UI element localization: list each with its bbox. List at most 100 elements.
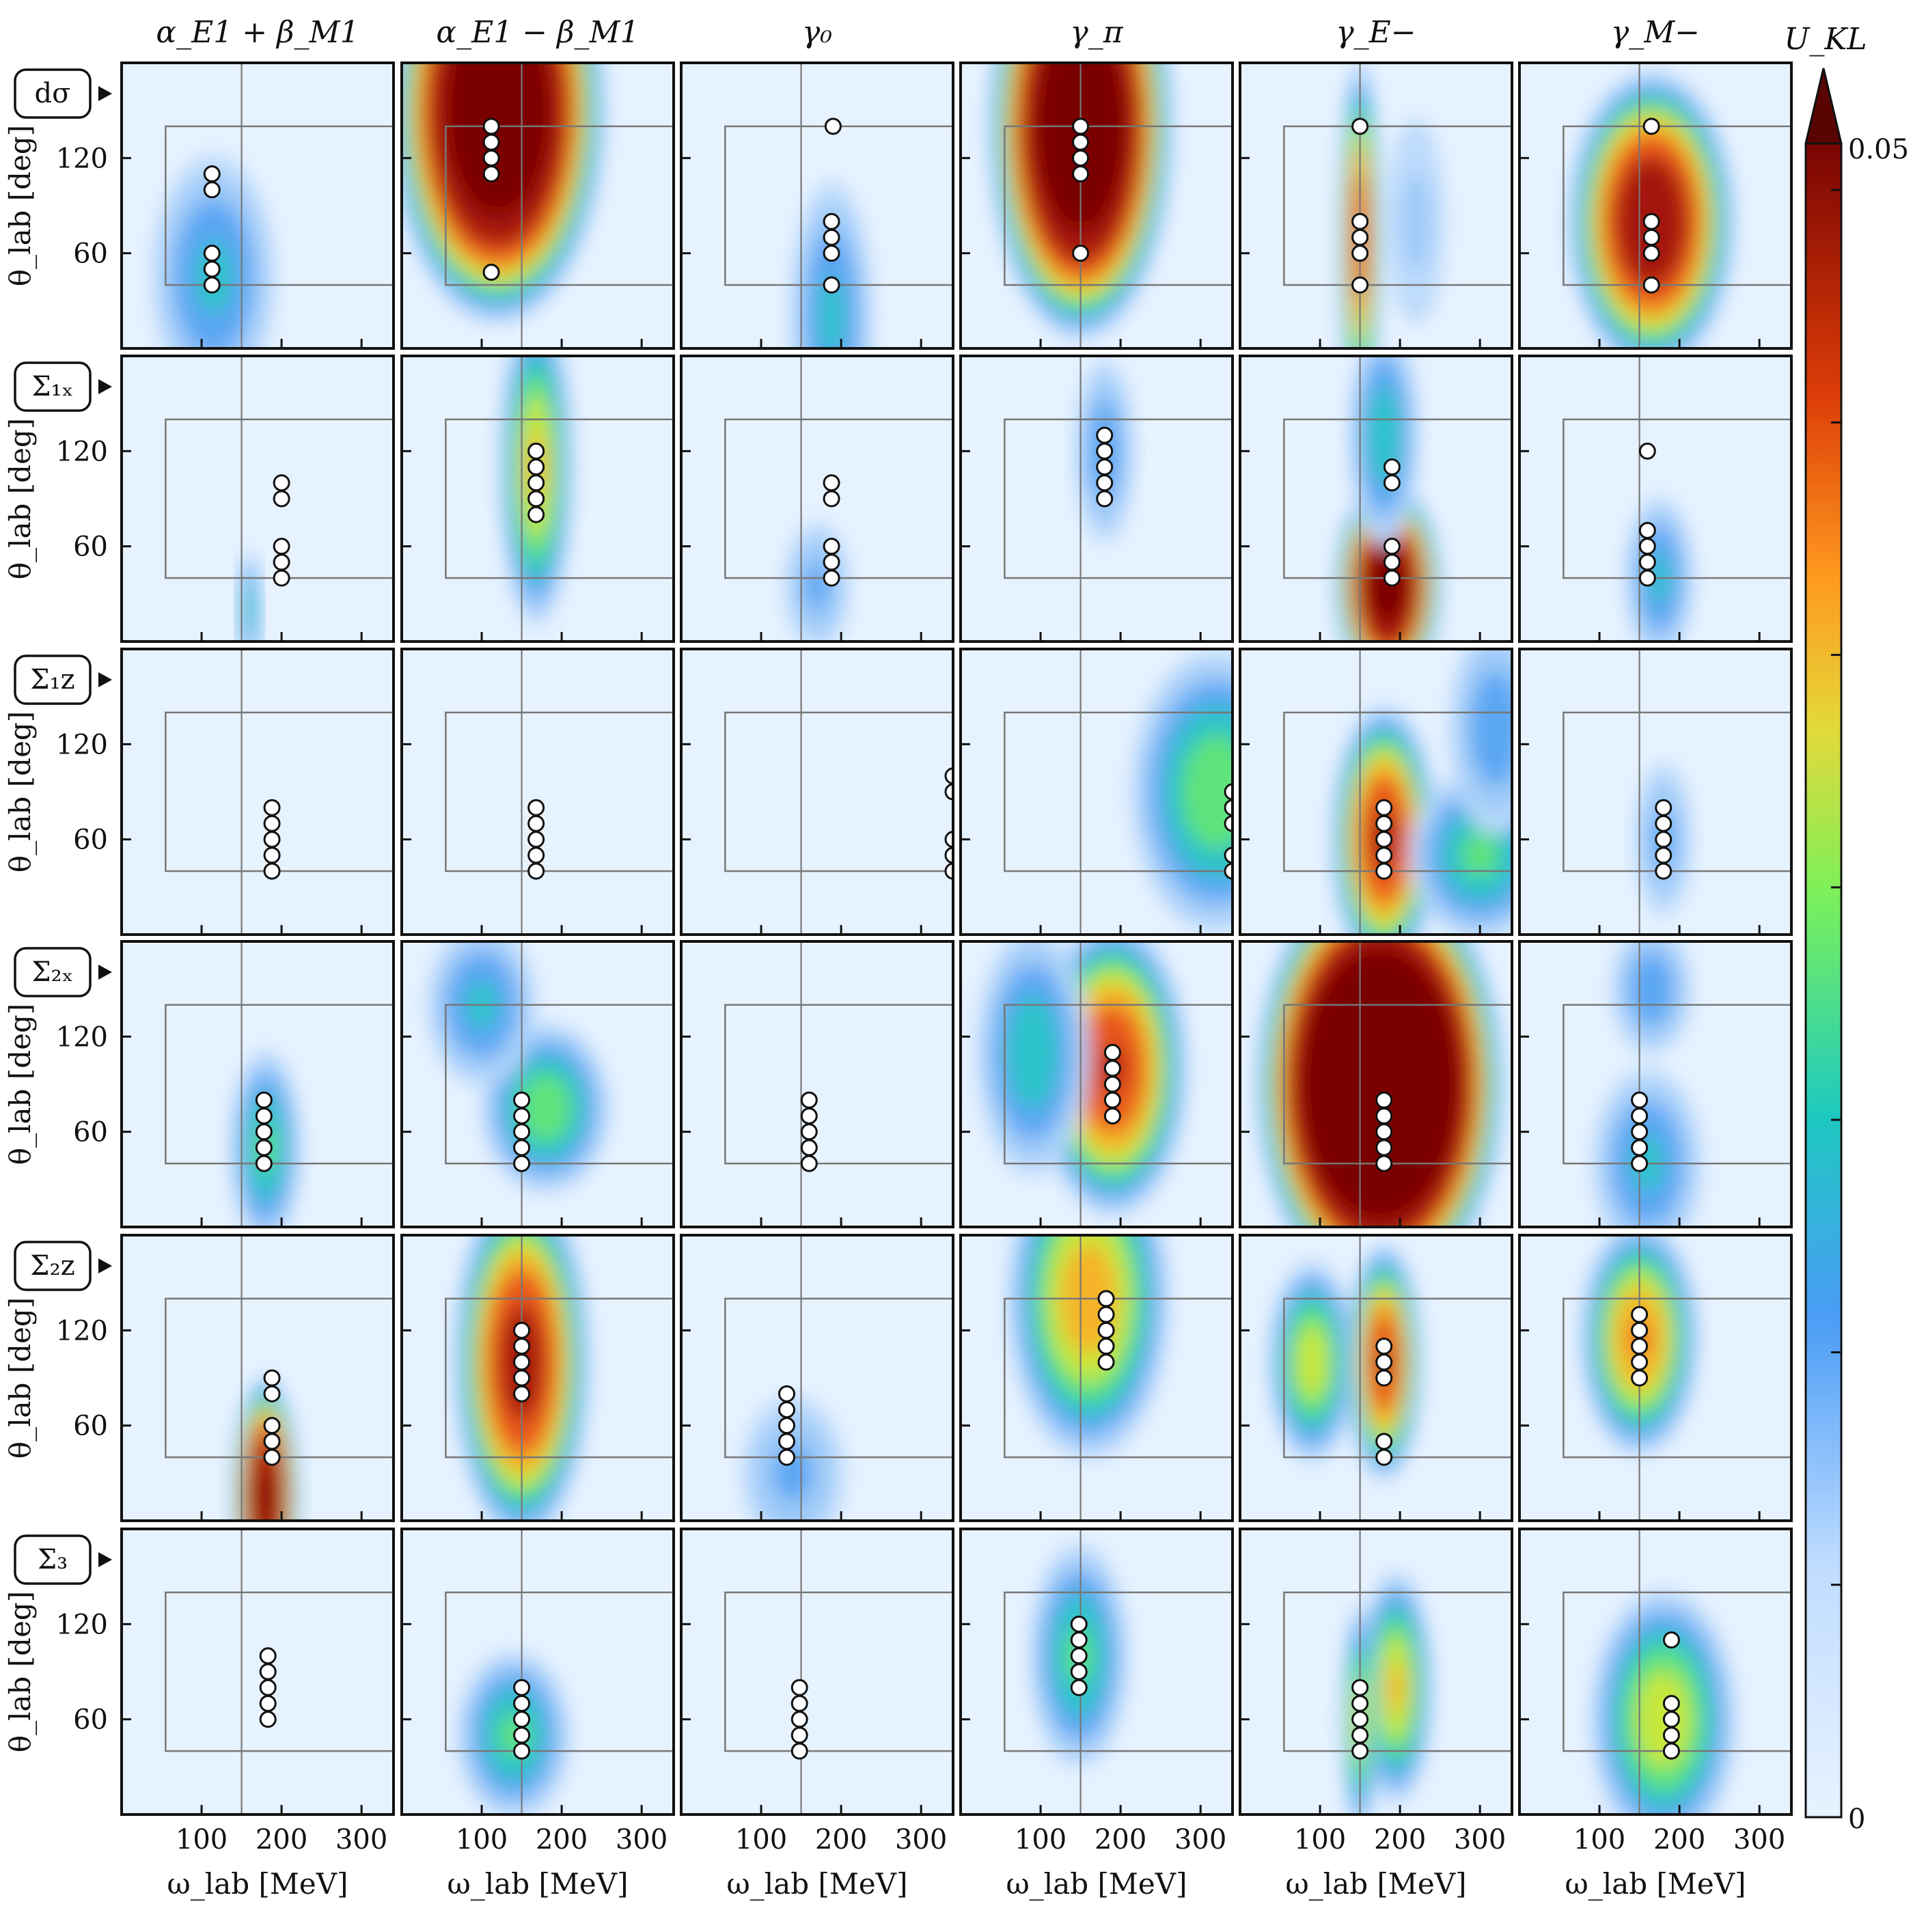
design-point-marker bbox=[527, 862, 545, 880]
design-point-marker bbox=[800, 1123, 818, 1141]
design-point-marker bbox=[1375, 1107, 1393, 1124]
x-tick-label: 300 bbox=[1454, 1824, 1506, 1855]
heat-contour bbox=[1402, 171, 1430, 271]
row-observable-label: dσ bbox=[35, 78, 71, 109]
design-point-marker bbox=[203, 165, 221, 183]
x-tick-label: 200 bbox=[256, 1824, 307, 1855]
design-points bbox=[944, 767, 953, 880]
design-points bbox=[1351, 118, 1369, 294]
panel-r3-c4 bbox=[959, 648, 1234, 936]
design-point-marker bbox=[259, 1679, 277, 1696]
x-axis-label: ω_lab [MeV] bbox=[727, 1867, 908, 1901]
design-point-marker bbox=[1631, 1123, 1649, 1141]
heat-contour bbox=[1006, 995, 1058, 1110]
design-point-marker bbox=[1642, 245, 1660, 262]
heat-contour bbox=[1181, 734, 1233, 850]
design-point-marker bbox=[1096, 442, 1114, 460]
design-point-marker bbox=[263, 799, 281, 816]
design-points bbox=[527, 799, 545, 880]
panel-frame bbox=[680, 61, 954, 350]
design-point-marker bbox=[263, 862, 281, 880]
design-point-marker bbox=[1655, 831, 1673, 848]
design-point-marker bbox=[1631, 1369, 1649, 1387]
row-badge-box bbox=[14, 68, 92, 119]
design-point-marker bbox=[790, 1726, 808, 1744]
heat-contour bbox=[1295, 1324, 1329, 1400]
row-pointer-icon bbox=[98, 86, 112, 101]
design-point-marker bbox=[1638, 538, 1656, 555]
x-tick-label: 300 bbox=[616, 1824, 668, 1855]
row-pointer-icon bbox=[98, 1552, 112, 1567]
design-point-marker bbox=[527, 799, 545, 816]
design-point-marker bbox=[1638, 521, 1656, 539]
design-point-marker bbox=[1375, 862, 1393, 880]
panel-r5-c3 bbox=[680, 1234, 954, 1522]
panel-r5-c2 bbox=[400, 1234, 675, 1522]
design-point-marker bbox=[778, 1448, 796, 1466]
design-point-marker bbox=[1642, 118, 1660, 135]
heatmap-layer bbox=[1256, 941, 1504, 1227]
panel-r1-c3 bbox=[680, 61, 954, 350]
heat-contour bbox=[258, 1472, 273, 1521]
design-point-marker bbox=[513, 1726, 531, 1744]
heatmap-layer bbox=[457, 1651, 570, 1814]
design-point-marker bbox=[1631, 1353, 1649, 1371]
column-title-5: γ_E− bbox=[1336, 15, 1416, 50]
colorbar-max-label: 0.05 bbox=[1848, 134, 1909, 165]
design-point-marker bbox=[1375, 846, 1393, 864]
y-tick-label: 60 bbox=[73, 825, 108, 856]
design-point-marker bbox=[1096, 474, 1114, 492]
panel-r5-c4 bbox=[959, 1234, 1234, 1522]
panel-frame bbox=[1518, 648, 1793, 936]
design-point-marker bbox=[1072, 245, 1090, 262]
design-point-marker bbox=[1224, 799, 1233, 816]
heatmap-layer bbox=[1130, 650, 1233, 934]
design-point-marker bbox=[1383, 553, 1401, 571]
design-point-marker bbox=[203, 245, 221, 262]
design-points bbox=[1375, 1091, 1393, 1172]
design-point-marker bbox=[1383, 538, 1401, 555]
row-pointer-icon bbox=[98, 672, 112, 687]
x-tick-label: 100 bbox=[735, 1824, 787, 1855]
panel-frame bbox=[1518, 940, 1793, 1228]
panel-r5-c5 bbox=[1239, 1234, 1513, 1522]
row-pointer-icon bbox=[98, 1258, 112, 1273]
design-point-marker bbox=[1103, 1107, 1121, 1124]
design-point-marker bbox=[482, 264, 500, 281]
design-point-marker bbox=[513, 1694, 531, 1712]
design-point-marker bbox=[1097, 1321, 1115, 1339]
design-point-marker bbox=[527, 831, 545, 848]
design-point-marker bbox=[1224, 814, 1233, 832]
design-point-marker bbox=[790, 1742, 808, 1760]
y-axis-label: θ_lab [deg] bbox=[3, 711, 37, 872]
panel-r6-c2: 100 200 300 ω_lab [MeV] bbox=[400, 1528, 675, 1901]
heat-contour bbox=[1461, 833, 1499, 878]
design-point-marker bbox=[790, 1694, 808, 1712]
panel-r5-c6 bbox=[1518, 1234, 1793, 1522]
design-point-marker bbox=[823, 212, 840, 230]
design-point-marker bbox=[824, 118, 842, 135]
row-observable-label: Σ₁ₓ bbox=[31, 371, 73, 402]
panel-r6-c3: 100 200 300 ω_lab [MeV] bbox=[680, 1528, 954, 1901]
x-axis-label: ω_lab [MeV] bbox=[448, 1867, 629, 1901]
design-point-marker bbox=[255, 1107, 273, 1124]
panel-r3-c5 bbox=[1239, 648, 1513, 936]
design-point-marker bbox=[263, 1385, 281, 1403]
design-point-marker bbox=[1631, 1139, 1649, 1157]
design-point-marker bbox=[1638, 553, 1656, 571]
panel-background bbox=[681, 941, 953, 1227]
x-tick-label: 100 bbox=[1573, 1824, 1625, 1855]
design-points bbox=[800, 1091, 818, 1172]
design-points bbox=[1072, 118, 1090, 262]
y-tick-label: 120 bbox=[56, 729, 108, 760]
design-point-marker bbox=[1662, 1631, 1680, 1649]
panel-r1-c1: 60 120 θ_lab [deg] bbox=[3, 61, 395, 350]
panel-r3-c2 bbox=[400, 648, 675, 936]
heatmap-layer bbox=[426, 941, 610, 1193]
y-axis-label: θ_lab [deg] bbox=[3, 1297, 37, 1459]
design-point-marker bbox=[1631, 1338, 1649, 1355]
y-tick-label: 120 bbox=[56, 1609, 108, 1640]
y-axis-label: θ_lab [deg] bbox=[3, 1004, 37, 1165]
panel-r1-c6 bbox=[1518, 61, 1793, 350]
design-point-marker bbox=[1072, 118, 1090, 135]
